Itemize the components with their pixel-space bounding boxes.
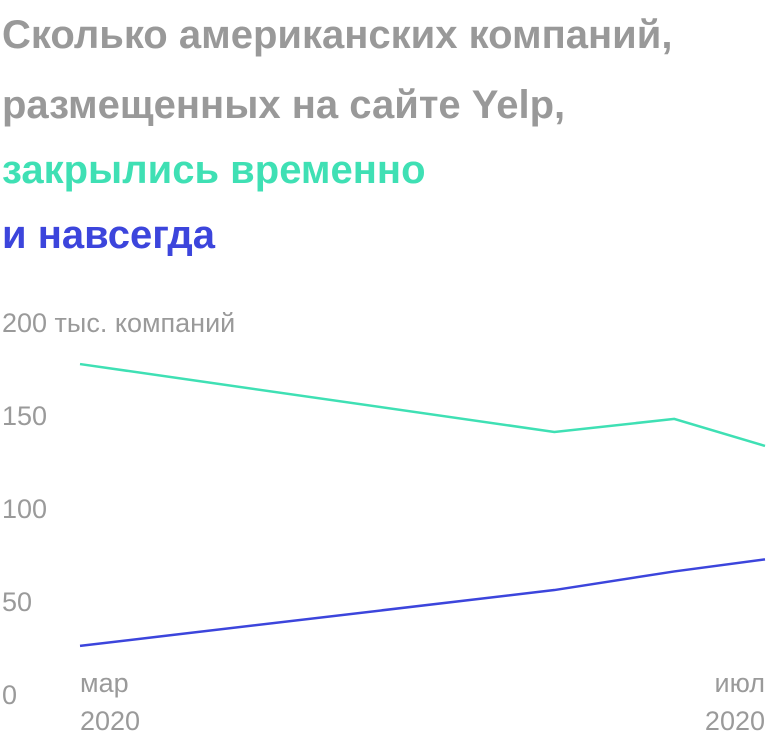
legend-title-line: закрылись временно xyxy=(2,148,426,192)
y-tick-label: 50 xyxy=(2,587,32,617)
x-tick-label: мар 2020 xyxy=(80,668,140,736)
chart-title-line-1: Сколько американских компаний, размещенны… xyxy=(2,13,672,127)
series-line xyxy=(79,558,766,648)
series-line xyxy=(79,362,766,448)
y-tick-label: 200 тыс. компаний xyxy=(2,308,235,338)
legend-title-line: и навсегда xyxy=(2,213,216,257)
y-tick-label: 0 xyxy=(2,680,17,710)
x-tick-label: июл 2020 xyxy=(705,668,765,736)
y-tick-label: 150 xyxy=(2,401,47,431)
y-tick-label: 100 xyxy=(2,494,47,524)
